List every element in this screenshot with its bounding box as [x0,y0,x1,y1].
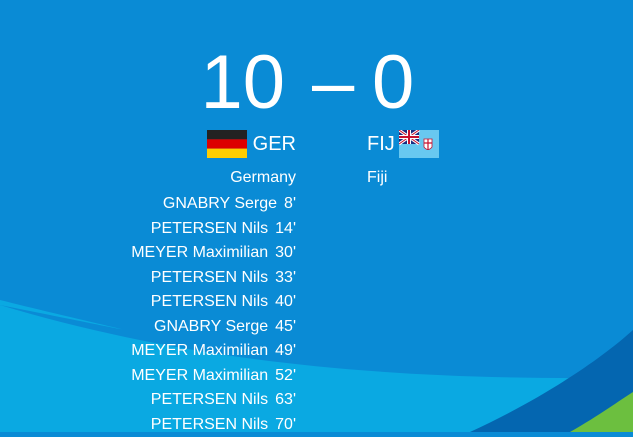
scorer-name: PETERSEN Nils [151,391,268,408]
away-team-code: FIJ [367,131,395,157]
goal-minute: 52' [275,367,296,384]
away-team-name: Fiji [367,168,387,188]
goal-minute: 33' [275,269,296,286]
scorer-name: GNABRY Serge [154,318,268,335]
goal-minute: 45' [275,318,296,335]
scorer-name: GNABRY Serge [163,195,277,212]
home-score: 10 [200,40,285,126]
goal-scorer-item: PETERSEN Nils 33' [131,266,296,291]
scorer-name: MEYER Maximilian [131,367,268,384]
fiji-flag-icon [399,130,439,158]
home-team-code: GER [253,131,296,157]
goal-scorer-item: GNABRY Serge 8' [131,192,296,217]
goal-minute: 49' [275,342,296,359]
home-scorers-list: GNABRY Serge 8' PETERSEN Nils 14' MEYER Maxi… [131,192,296,437]
goal-scorer-item: GNABRY Serge 45' [131,315,296,340]
score-separator: – [312,40,352,126]
scorer-name: PETERSEN Nils [151,220,268,237]
goal-scorer-item: PETERSEN Nils 40' [131,290,296,315]
away-score: 0 [372,40,414,126]
home-team-name: Germany [230,168,296,188]
goal-scorer-item: MEYER Maximilian 49' [131,339,296,364]
goal-minute: 30' [275,244,296,261]
goal-scorer-item: MEYER Maximilian 52' [131,364,296,389]
scorer-name: PETERSEN Nils [151,416,268,433]
goal-scorer-item: PETERSEN Nils 63' [131,388,296,413]
germany-flag-icon [207,130,247,158]
goal-scorer-item: PETERSEN Nils 14' [131,217,296,242]
goal-scorer-item: MEYER Maximilian 30' [131,241,296,266]
scorer-name: PETERSEN Nils [151,269,268,286]
scorer-name: MEYER Maximilian [131,342,268,359]
goal-minute: 40' [275,293,296,310]
goal-minute: 14' [275,220,296,237]
goal-minute: 8' [284,195,296,212]
goal-minute: 63' [275,391,296,408]
goal-scorer-item: PETERSEN Nils 70' [131,413,296,437]
scorer-name: MEYER Maximilian [131,244,268,261]
goal-minute: 70' [275,416,296,433]
scorer-name: PETERSEN Nils [151,293,268,310]
